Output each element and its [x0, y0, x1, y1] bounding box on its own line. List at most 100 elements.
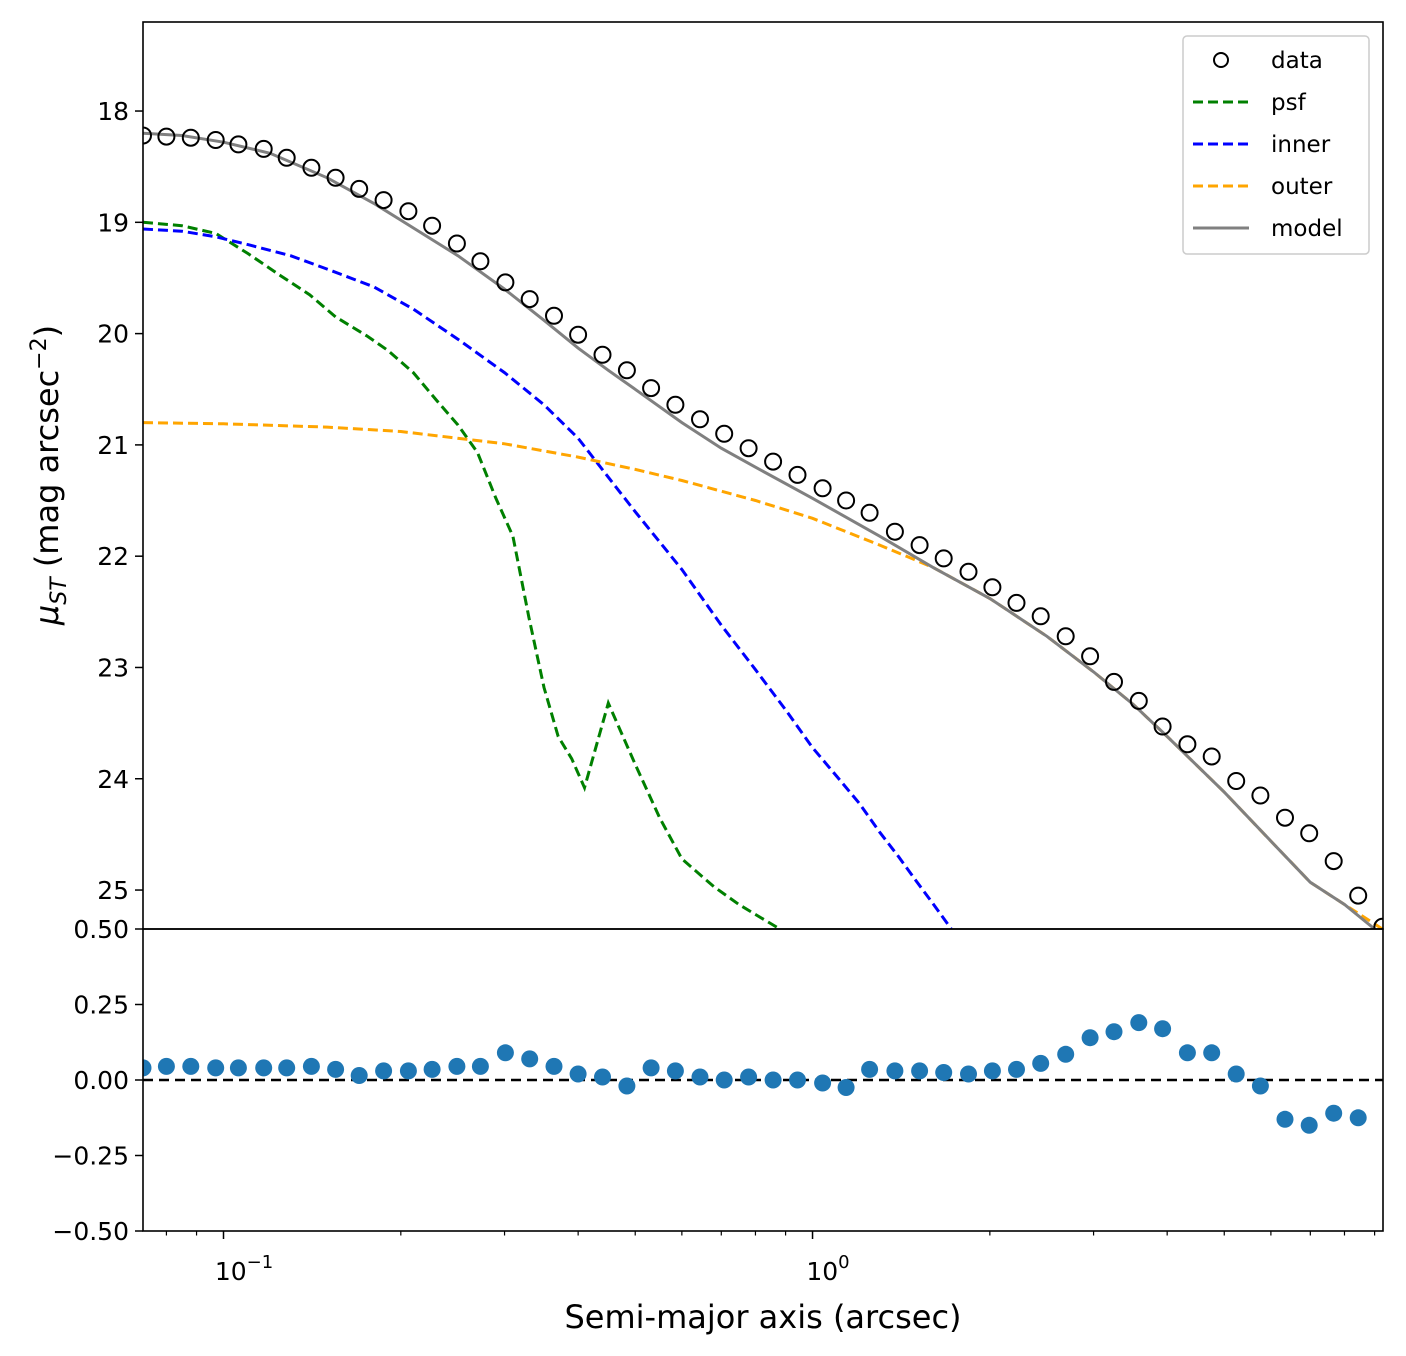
residual-point — [642, 1059, 660, 1077]
residual-y-tick-label: −0.25 — [52, 1142, 129, 1171]
residual-y-tick-label: 0.50 — [73, 915, 129, 944]
data-point — [764, 452, 783, 471]
data-point — [1227, 772, 1246, 790]
series-line-psf — [143, 220, 781, 929]
y-tick-label-21: 21 — [97, 431, 129, 460]
y-title-mu: μ — [28, 605, 66, 626]
x-tick-base-1: 10 — [806, 1257, 838, 1286]
legend-entry-data: data — [1213, 48, 1323, 74]
legend-entry-model: model — [1193, 216, 1343, 242]
residual-point — [1349, 1109, 1367, 1127]
data-point — [788, 465, 807, 484]
residual-point — [789, 1071, 806, 1089]
data-point — [471, 252, 490, 271]
legend-label-model: model — [1271, 216, 1343, 242]
data-point — [545, 306, 563, 325]
residual-point — [983, 1062, 1001, 1080]
residual-point — [837, 1079, 855, 1096]
data-point — [423, 216, 442, 235]
series-line-inner — [143, 227, 953, 929]
data-point — [143, 126, 152, 145]
data-point — [1105, 672, 1123, 691]
y-title-close: ) — [28, 325, 66, 337]
y-title-rest: (mag arcsec — [28, 370, 66, 578]
legend-label-data: data — [1271, 48, 1323, 74]
data-point — [860, 503, 879, 522]
residual-point — [1276, 1110, 1294, 1128]
x-tick-exp-1: 0 — [838, 1252, 849, 1273]
residuals-y-ticks: −0.50 −0.25 0.00 0.25 0.50 — [52, 915, 143, 1246]
data-point — [1178, 735, 1197, 754]
residual-y-tick-label: 0.00 — [73, 1066, 129, 1095]
residual-y-tick-label: 0.25 — [73, 991, 129, 1020]
residuals-panel: −0.50−0.250.000.250.50 10−1 100 Semi-maj… — [52, 915, 1384, 1336]
residual-point — [569, 1065, 587, 1083]
residual-y-tick-label: −0.50 — [52, 1217, 129, 1246]
data-point — [181, 128, 200, 147]
data-point — [837, 491, 856, 510]
residual-point — [143, 1059, 152, 1077]
data-point — [1349, 886, 1368, 905]
data-point — [206, 131, 225, 149]
y-tick-label-24: 24 — [97, 765, 129, 794]
residual-point — [911, 1062, 929, 1080]
data-point — [739, 439, 758, 458]
residual-point — [423, 1060, 441, 1078]
residual-point — [302, 1057, 320, 1075]
data-point — [910, 536, 929, 555]
data-point — [399, 202, 418, 221]
residual-point — [1154, 1020, 1172, 1038]
series-line-model — [143, 131, 1376, 929]
data-point — [934, 549, 953, 568]
residual-point — [764, 1071, 782, 1089]
data-point — [1276, 808, 1294, 827]
data-point — [813, 479, 832, 498]
residual-point — [207, 1059, 225, 1077]
data-point — [666, 395, 685, 414]
residual-point — [229, 1059, 247, 1077]
y-title-sub: ST — [47, 576, 72, 605]
data-point — [520, 290, 539, 309]
residual-point — [715, 1071, 733, 1089]
data-point — [715, 424, 734, 443]
residual-point — [182, 1057, 200, 1075]
profile-series-layer — [143, 126, 1383, 929]
y-tick-label-18: 18 — [97, 97, 129, 126]
y-tick-label-25: 25 — [97, 876, 129, 905]
data-point — [254, 139, 273, 158]
y-tick-label-23: 23 — [97, 653, 129, 682]
residual-point — [1325, 1104, 1343, 1122]
data-point — [959, 562, 978, 581]
x-ticks — [165, 1231, 1376, 1239]
residual-point — [157, 1057, 175, 1075]
data-point — [1031, 607, 1050, 626]
residual-point — [278, 1059, 296, 1077]
data-point — [496, 273, 515, 292]
data-point — [374, 191, 393, 210]
residual-point — [1251, 1077, 1269, 1095]
legend-entry-psf: psf — [1193, 90, 1307, 116]
x-tick-exp-0.1: −1 — [247, 1252, 274, 1273]
residual-point — [886, 1062, 904, 1080]
residual-point — [740, 1068, 758, 1086]
legend-entry-inner: inner — [1193, 132, 1331, 158]
y-tick-label-22: 22 — [97, 542, 129, 571]
profile-y-axis-title: μST (mag arcsec−2) — [27, 325, 72, 626]
data-point — [1202, 747, 1221, 766]
data-point — [593, 345, 612, 364]
residual-point — [1081, 1029, 1099, 1047]
residual-point — [255, 1059, 273, 1077]
x-tick-label-0.1: 10−1 — [215, 1252, 273, 1286]
residual-point — [1227, 1065, 1245, 1083]
residual-point — [1130, 1014, 1148, 1032]
residual-point — [1300, 1116, 1318, 1134]
residual-point — [861, 1060, 879, 1078]
y-tick-label-20: 20 — [97, 320, 129, 349]
data-point — [326, 168, 345, 187]
legend-label-psf: psf — [1271, 90, 1307, 116]
residual-point — [1008, 1060, 1025, 1078]
residual-point — [1105, 1023, 1123, 1041]
x-tick-base-0.1: 10 — [215, 1257, 247, 1286]
residual-point — [327, 1060, 345, 1078]
